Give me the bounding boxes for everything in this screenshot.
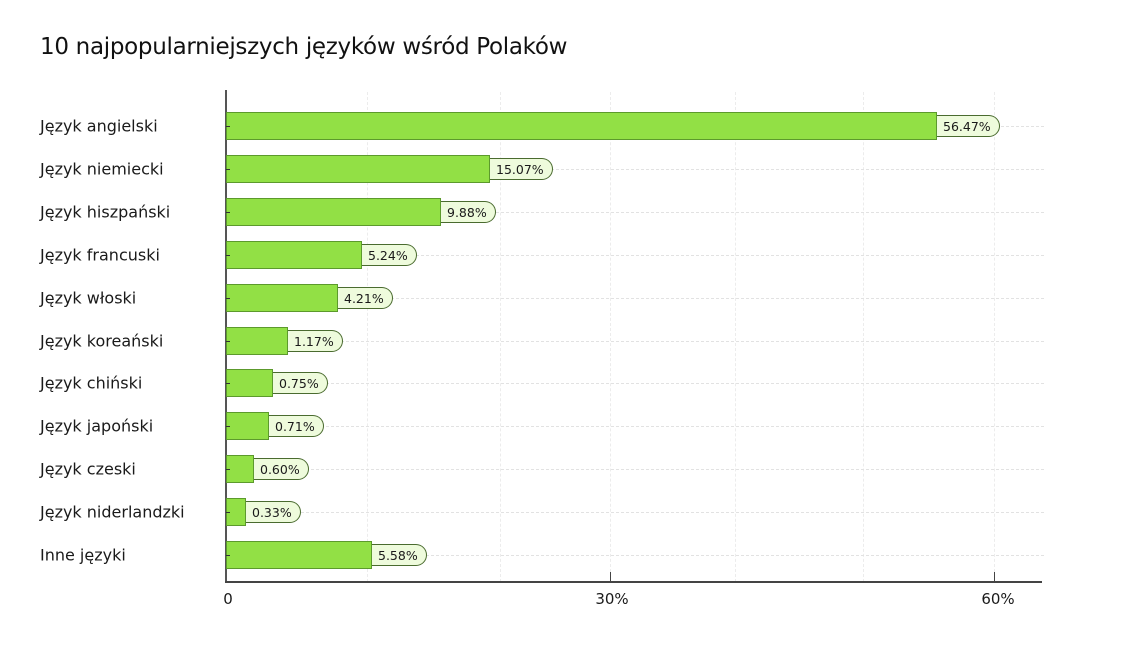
- bar: [226, 412, 269, 440]
- y-tick: [226, 126, 230, 127]
- x-tick: [994, 572, 995, 581]
- bar: [226, 241, 362, 269]
- x-tick: [610, 572, 611, 581]
- bar: [226, 198, 441, 226]
- x-tick-label: 0: [223, 590, 233, 608]
- category-label: Język niemiecki: [40, 159, 164, 179]
- category-label: Inne języki: [40, 545, 126, 565]
- grid-line: [226, 555, 1044, 556]
- grid-line: [500, 92, 501, 582]
- y-tick: [226, 169, 230, 170]
- value-label: 15.07%: [490, 158, 553, 180]
- grid-line: [226, 512, 1044, 513]
- y-tick: [226, 469, 230, 470]
- y-tick: [226, 512, 230, 513]
- value-label: 5.24%: [362, 244, 417, 266]
- grid-line: [226, 469, 1044, 470]
- grid-line: [367, 92, 368, 582]
- y-tick: [226, 298, 230, 299]
- value-label: 0.75%: [273, 372, 328, 394]
- y-tick: [226, 426, 230, 427]
- category-label: Język włoski: [40, 288, 137, 308]
- category-label: Język koreański: [40, 331, 164, 351]
- category-label: Język hiszpański: [40, 202, 171, 222]
- grid-line: [226, 298, 1044, 299]
- category-label: Język chiński: [40, 373, 143, 393]
- value-label: 0.60%: [254, 458, 309, 480]
- value-label: 9.88%: [441, 201, 496, 223]
- category-label: Język japoński: [40, 416, 154, 436]
- y-tick: [226, 255, 230, 256]
- grid-line: [226, 341, 1044, 342]
- grid-line: [994, 92, 995, 582]
- grid-line: [735, 92, 736, 582]
- category-label: Język angielski: [40, 116, 158, 136]
- category-label: Język czeski: [40, 459, 136, 479]
- y-tick: [226, 212, 230, 213]
- bar: [226, 327, 288, 355]
- bar: [226, 284, 338, 312]
- grid-line: [226, 426, 1044, 427]
- y-tick: [226, 555, 230, 556]
- category-label: Język niderlandzki: [40, 502, 185, 522]
- bar: [226, 541, 372, 569]
- bar: [226, 455, 254, 483]
- value-label: 56.47%: [937, 115, 1000, 137]
- grid-line: [226, 169, 1044, 170]
- bar: [226, 369, 273, 397]
- category-label: Język francuski: [40, 245, 160, 265]
- chart-title: 10 najpopularniejszych języków wśród Pol…: [40, 34, 568, 60]
- grid-line: [863, 92, 864, 582]
- value-label: 5.58%: [372, 544, 427, 566]
- value-label: 0.71%: [269, 415, 324, 437]
- x-axis: [225, 581, 1042, 583]
- y-tick: [226, 341, 230, 342]
- x-tick-label: 30%: [595, 590, 629, 608]
- y-tick: [226, 383, 230, 384]
- value-label: 1.17%: [288, 330, 343, 352]
- bar: [226, 112, 937, 140]
- grid-line: [226, 255, 1044, 256]
- x-tick-label: 60%: [981, 590, 1015, 608]
- grid-line: [226, 383, 1044, 384]
- grid-line: [610, 92, 611, 582]
- grid-line: [226, 212, 1044, 213]
- value-label: 0.33%: [246, 501, 301, 523]
- value-label: 4.21%: [338, 287, 393, 309]
- bar: [226, 155, 490, 183]
